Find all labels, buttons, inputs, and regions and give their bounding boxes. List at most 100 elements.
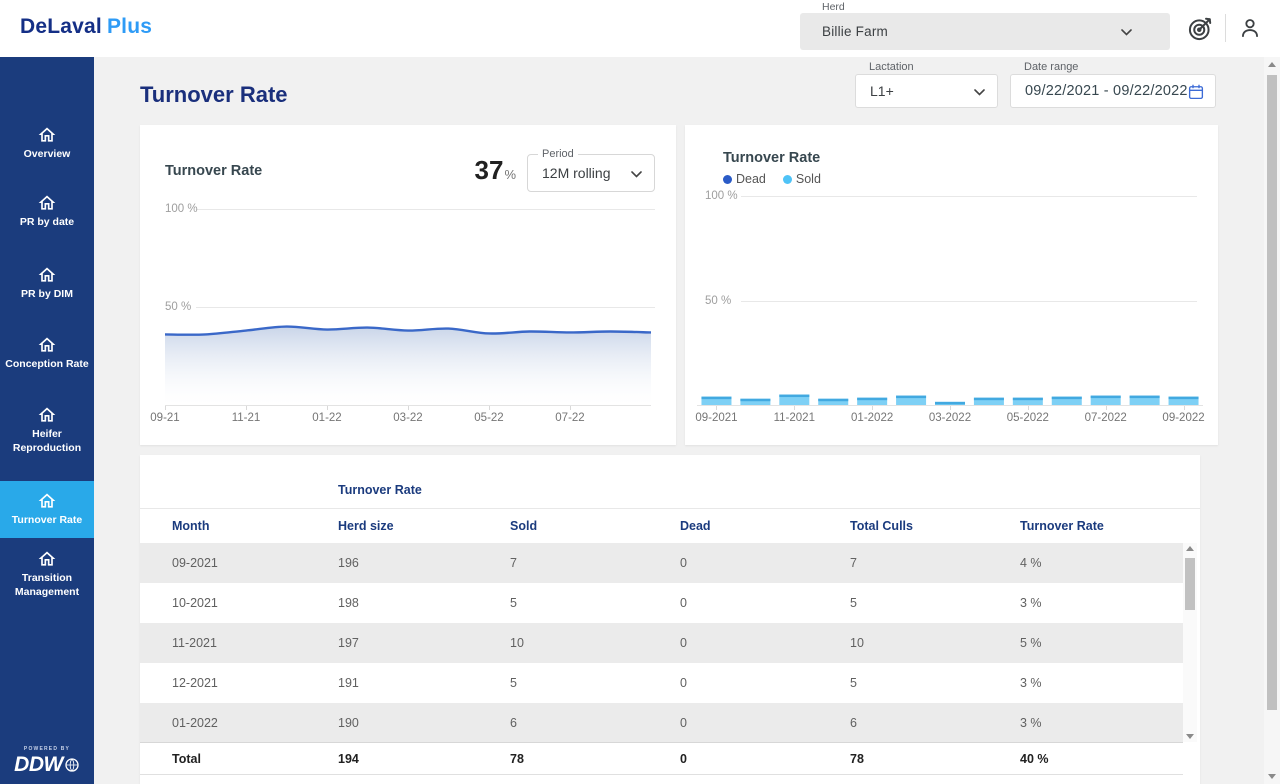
x-axis-label: 07-2022 — [1084, 412, 1127, 424]
kpi-unit: % — [504, 167, 516, 182]
table-cell: 5 % — [1020, 636, 1042, 650]
axis-tick — [1183, 406, 1185, 410]
kpi-value: 37 — [474, 155, 504, 185]
lactation-select[interactable]: L1+ — [855, 74, 998, 108]
x-axis-label: 03-2022 — [928, 412, 972, 424]
page-scrollbar[interactable] — [1264, 57, 1280, 784]
sidebar-item-pr-by-date[interactable]: PR by date — [0, 193, 94, 230]
date-range-input[interactable]: 09/22/2021 - 09/22/2022 — [1010, 74, 1216, 108]
table-body: 09-2021 196 7 0 7 4 % 10-2021 198 5 0 5 3 % 11-2021 1… — [140, 543, 1183, 743]
sidebar-footer: POWERED BY DDW — [0, 746, 94, 777]
date-range-value: 09/22/2021 - 09/22/2022 — [1025, 83, 1188, 99]
table-row: 09-2021 196 7 0 7 4 % — [140, 543, 1183, 583]
profile-button[interactable] — [1235, 13, 1265, 43]
table-cell: 3 % — [1020, 716, 1042, 730]
table-row: 10-2021 198 5 0 5 3 % — [140, 583, 1183, 623]
top-header: DeLaval Plus Herd Billie Farm — [0, 0, 1280, 57]
column-header: Sold — [510, 518, 538, 533]
y-axis-label: 100 % — [705, 190, 738, 202]
axis-tick — [716, 406, 718, 410]
table-row: 01-2022 190 6 0 6 3 % — [140, 703, 1183, 743]
total-cell: 78 — [510, 751, 524, 766]
gridline — [196, 209, 655, 210]
column-header: Dead — [680, 518, 711, 533]
table-scroll-up-arrow[interactable] — [1186, 546, 1194, 551]
table-scrollbar[interactable] — [1183, 543, 1197, 742]
logo-part1: DeLaval — [20, 15, 102, 38]
table-cell: 3 % — [1020, 676, 1042, 690]
ddw-logo: DDW — [14, 753, 63, 776]
table-scrollbar-thumb[interactable] — [1185, 558, 1195, 610]
sidebar-item-conception-rate[interactable]: Conception Rate — [0, 335, 94, 372]
home-icon — [38, 337, 56, 352]
target-icon — [1188, 17, 1212, 41]
sidebar-item-pr-by-dim[interactable]: PR by DIM — [0, 265, 94, 302]
axis-tick — [950, 406, 951, 410]
table-cell: 01-2022 — [172, 716, 218, 730]
y-axis-label: 50 % — [165, 301, 192, 313]
table-cell: 4 % — [1020, 556, 1042, 570]
table-divider — [140, 508, 1200, 509]
legend-label: Sold — [795, 172, 821, 186]
axis-tick — [165, 406, 166, 410]
total-cell: 0 — [680, 751, 687, 766]
table-cell: 10-2021 — [172, 596, 218, 610]
page-title: Turnover Rate — [140, 82, 288, 107]
legend-item-sold[interactable]: Sold — [782, 172, 821, 186]
sidebar-item-overview[interactable]: Overview — [0, 125, 94, 162]
gridline — [741, 300, 1197, 302]
table-cell: 190 — [338, 716, 359, 730]
legend-dot — [782, 174, 792, 184]
table-cell: 191 — [338, 676, 359, 690]
column-header: Total Culls — [850, 518, 913, 533]
period-select[interactable]: Period 12M rolling — [527, 148, 655, 192]
total-cell: 40 % — [1020, 751, 1049, 766]
goals-button[interactable] — [1186, 13, 1216, 43]
date-range-label: Date range — [1024, 61, 1079, 73]
table-title: Turnover Rate — [338, 483, 422, 497]
logo-part2: Plus — [106, 15, 153, 38]
header-icons — [1186, 13, 1265, 43]
table-cell: 198 — [338, 596, 359, 610]
x-axis-line — [697, 405, 1203, 406]
lactation-filter: Lactation L1+ — [855, 61, 998, 108]
page-scroll-down-arrow[interactable] — [1268, 774, 1276, 779]
axis-tick — [1105, 406, 1107, 410]
table-scroll-down-arrow[interactable] — [1186, 734, 1194, 739]
lactation-filter-label: Lactation — [869, 61, 914, 73]
table-cell: 5 — [510, 676, 517, 690]
y-axis-label: 50 % — [705, 294, 732, 307]
table-row: 12-2021 191 5 0 5 3 % — [140, 663, 1183, 703]
legend-dot — [723, 174, 732, 184]
legend-item-dead[interactable]: Dead — [723, 172, 766, 186]
home-icon — [38, 407, 56, 422]
x-axis-label: 03-22 — [393, 412, 423, 424]
table-cell: 0 — [680, 676, 687, 690]
axis-tick — [1027, 406, 1029, 410]
table-cell: 10 — [510, 636, 524, 650]
sidebar-item-heifer-reproduction[interactable]: Heifer Reproduction — [0, 405, 94, 455]
sidebar-item-turnover-rate[interactable]: Turnover Rate — [0, 481, 94, 538]
x-axis-label: 07-22 — [555, 412, 585, 424]
table-cell: 3 % — [1020, 596, 1042, 610]
axis-tick — [327, 406, 328, 410]
x-axis-label: 01-22 — [312, 412, 342, 424]
table-cell: 0 — [680, 556, 687, 570]
axis-tick — [872, 406, 874, 410]
page-scroll-up-arrow[interactable] — [1268, 62, 1276, 67]
chart-legend: Dead Sold — [723, 172, 821, 186]
table-cell: 7 — [850, 556, 857, 570]
herd-select-label: Herd — [822, 1, 845, 13]
table-cell: 09-2021 — [172, 556, 218, 570]
home-icon — [38, 195, 56, 210]
sidebar-item-label: PR by date — [19, 216, 75, 228]
page-scrollbar-thumb[interactable] — [1267, 75, 1277, 710]
herd-select[interactable]: Billie Farm — [800, 13, 1170, 50]
table-header-row: Month Herd size Sold Dead Total Culls Turnove… — [140, 508, 1183, 543]
table-row: 11-2021 197 10 0 10 5 % — [140, 623, 1183, 663]
column-header: Turnover Rate — [1020, 518, 1104, 533]
x-axis-label: 01-2022 — [851, 412, 894, 424]
gridline — [741, 196, 1197, 197]
sidebar-item-transition-management[interactable]: Transition Management — [0, 549, 94, 599]
calendar-icon[interactable] — [1187, 83, 1205, 101]
